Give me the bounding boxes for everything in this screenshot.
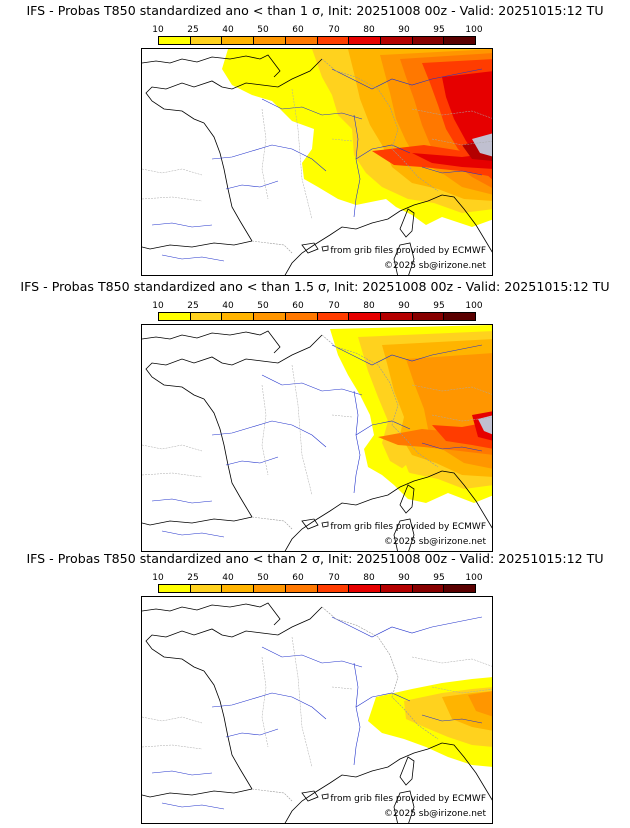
legend-tick: 100 — [465, 301, 483, 311]
data-credit: from grib files provided by ECMWF — [330, 246, 486, 256]
legend-swatch — [444, 37, 476, 44]
legend-swatch — [412, 37, 445, 44]
legend-swatches — [158, 312, 476, 321]
panel-1sigma: IFS - Probas T850 standardized ano < tha… — [0, 0, 630, 276]
legend-swatch — [222, 37, 255, 44]
legend-tick: 60 — [292, 573, 304, 583]
legend-tick: 25 — [187, 573, 199, 583]
data-credit: from grib files provided by ECMWF — [330, 794, 486, 804]
legend-swatch — [285, 37, 318, 44]
legend-swatch — [380, 37, 413, 44]
legend-swatch — [222, 585, 255, 592]
legend-swatch — [159, 313, 191, 320]
legend-swatch — [285, 313, 318, 320]
legend-swatch — [317, 313, 350, 320]
legend-swatch — [254, 37, 286, 44]
color-legend: 10 25 40 50 60 70 80 90 95 100 — [152, 573, 483, 597]
color-legend: 10 25 40 50 60 70 80 90 95 100 — [152, 301, 483, 325]
legend-tick: 90 — [398, 301, 410, 311]
legend-swatch — [159, 585, 191, 592]
legend-tick: 70 — [328, 573, 340, 583]
panel-title: IFS - Probas T850 standardized ano < tha… — [26, 3, 604, 18]
data-credit: from grib files provided by ECMWF — [330, 522, 486, 532]
legend-swatch — [190, 585, 223, 592]
copyright: ©2025 sb@irizone.net — [384, 537, 486, 547]
probability-map: from grib files provided by ECMWF ©2025 … — [141, 324, 493, 552]
legend-swatch — [380, 313, 413, 320]
panel-2sigma: IFS - Probas T850 standardized ano < tha… — [0, 548, 630, 824]
legend-swatch — [412, 313, 445, 320]
legend-tick: 40 — [222, 25, 234, 35]
legend-swatch — [222, 313, 255, 320]
legend-swatch — [349, 37, 381, 44]
legend-tick: 10 — [152, 301, 164, 311]
legend-tick: 80 — [363, 301, 375, 311]
legend-tick: 95 — [433, 573, 445, 583]
probability-map: from grib files provided by ECMWF ©2025 … — [141, 596, 493, 824]
legend-swatch — [444, 313, 476, 320]
legend-tick: 50 — [257, 301, 269, 311]
legend-swatches — [158, 36, 476, 45]
color-legend: 10 25 40 50 60 70 80 90 95 100 — [152, 25, 483, 49]
legend-tick: 50 — [257, 573, 269, 583]
legend-tick: 80 — [363, 573, 375, 583]
legend-tick: 10 — [152, 25, 164, 35]
legend-swatch — [254, 585, 286, 592]
legend-tick: 95 — [433, 25, 445, 35]
legend-tick: 40 — [222, 301, 234, 311]
legend-swatch — [254, 313, 286, 320]
legend-tick: 100 — [465, 573, 483, 583]
legend-tick: 80 — [363, 25, 375, 35]
legend-tick: 70 — [328, 25, 340, 35]
legend-tick: 40 — [222, 573, 234, 583]
probability-map: from grib files provided by ECMWF ©2025 … — [141, 48, 493, 276]
legend-tick: 90 — [398, 573, 410, 583]
legend-swatch — [349, 585, 381, 592]
panel-title: IFS - Probas T850 standardized ano < tha… — [26, 551, 604, 566]
legend-swatch — [380, 585, 413, 592]
legend-swatch — [317, 585, 350, 592]
panel-1-5sigma: IFS - Probas T850 standardized ano < tha… — [0, 276, 630, 552]
legend-tick: 25 — [187, 301, 199, 311]
copyright: ©2025 sb@irizone.net — [384, 261, 486, 271]
legend-tick: 25 — [187, 25, 199, 35]
panel-title: IFS - Probas T850 standardized ano < tha… — [20, 279, 610, 294]
legend-swatches — [158, 584, 476, 593]
legend-tick: 70 — [328, 301, 340, 311]
legend-swatch — [190, 37, 223, 44]
legend-swatch — [190, 313, 223, 320]
legend-tick: 95 — [433, 301, 445, 311]
legend-tick: 10 — [152, 573, 164, 583]
legend-swatch — [285, 585, 318, 592]
legend-tick: 60 — [292, 301, 304, 311]
legend-swatch — [159, 37, 191, 44]
legend-tick: 50 — [257, 25, 269, 35]
legend-swatch — [317, 37, 350, 44]
legend-swatch — [444, 585, 476, 592]
legend-swatch — [349, 313, 381, 320]
legend-swatch — [412, 585, 445, 592]
legend-tick: 60 — [292, 25, 304, 35]
legend-tick: 90 — [398, 25, 410, 35]
copyright: ©2025 sb@irizone.net — [384, 809, 486, 819]
legend-tick: 100 — [465, 25, 483, 35]
